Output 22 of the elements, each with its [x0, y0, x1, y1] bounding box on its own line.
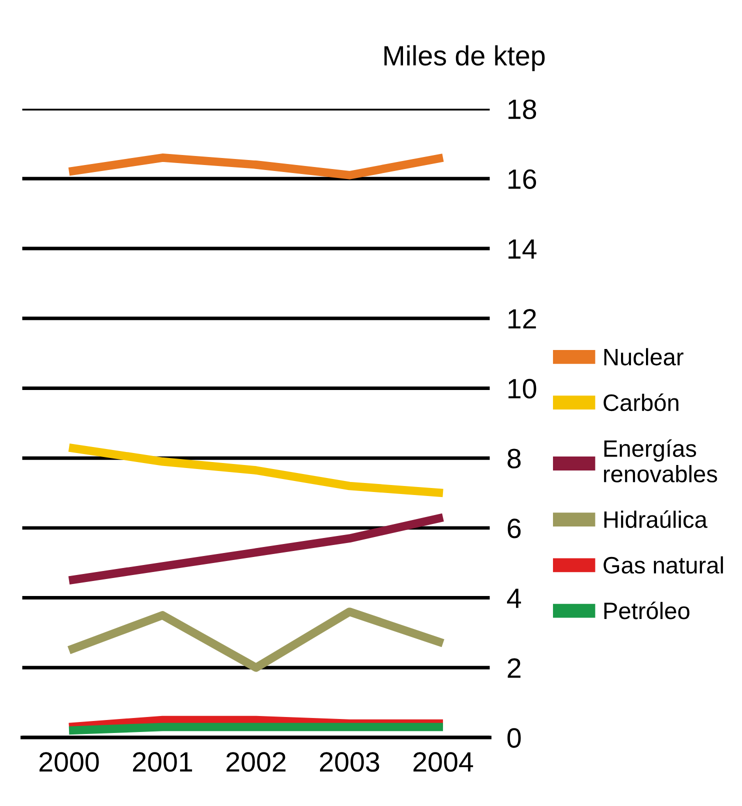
y-tick-label: 10	[508, 378, 536, 399]
y-tick-label: 6	[508, 518, 521, 538]
legend-label: Gas natural	[604, 556, 723, 574]
y-tick-label: 14	[508, 239, 536, 259]
legend-label: Energías renovables	[604, 439, 718, 482]
y-tick-label: 16	[508, 169, 536, 189]
y-tick-label: 4	[507, 588, 522, 608]
legend-label: Nuclear	[604, 348, 684, 366]
y-tick-label: 0	[507, 728, 521, 748]
x-tick-label: 2003	[320, 752, 380, 772]
y-tick-label: 8	[508, 448, 521, 468]
x-tick-label: 2004	[413, 752, 474, 772]
legend-label: Hidraúlica	[604, 510, 708, 528]
y-axis-title: Miles de ktep	[384, 45, 545, 72]
y-tick-label: 2	[508, 658, 520, 678]
x-tick-label: 2001	[133, 752, 192, 772]
x-tick-label: 2000	[40, 752, 99, 772]
legend-label: Petróleo	[604, 602, 690, 620]
legend-label: Carbón	[604, 393, 678, 412]
y-tick-label: 12	[508, 309, 536, 328]
y-tick-label: 18	[508, 99, 536, 120]
x-tick-label: 2002	[226, 752, 286, 772]
